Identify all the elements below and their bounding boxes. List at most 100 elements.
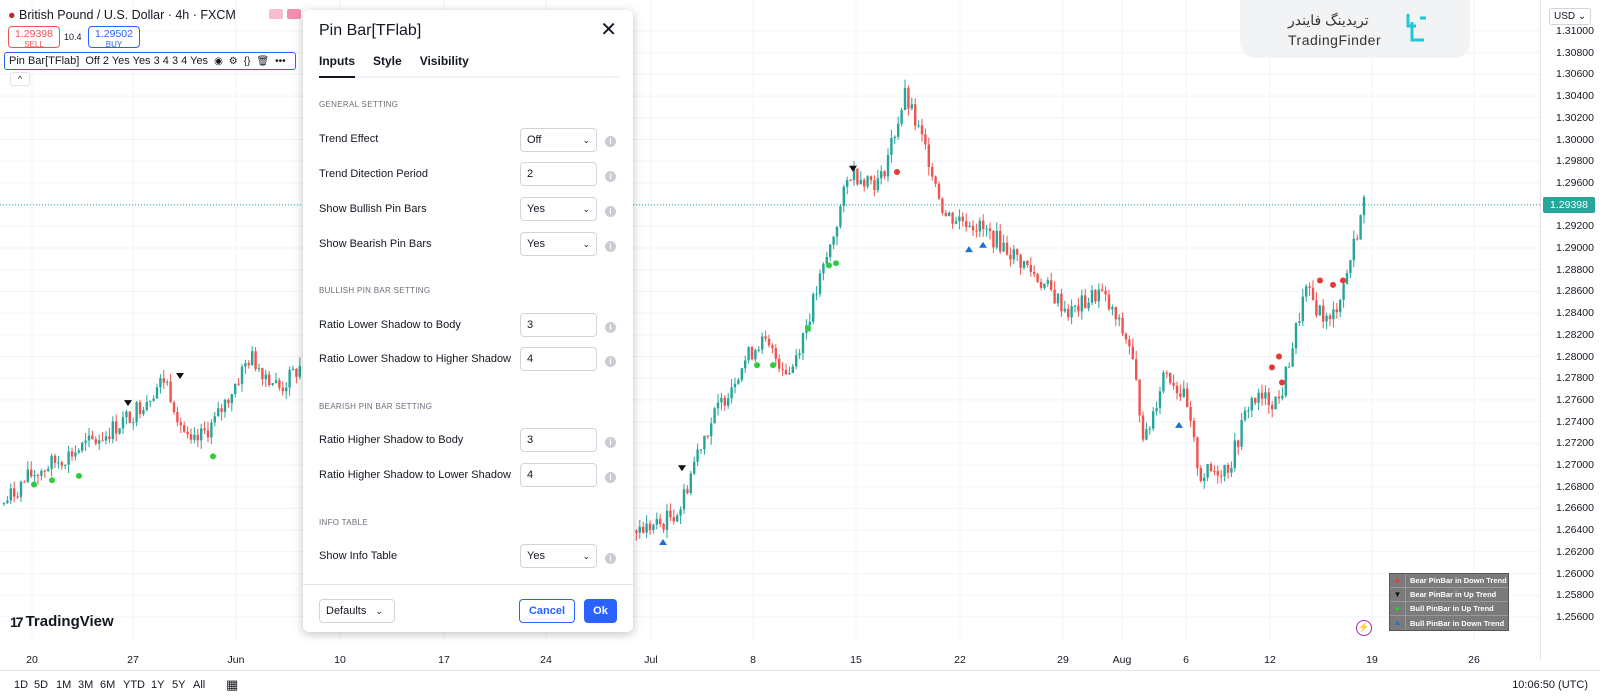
candle-body <box>737 379 740 384</box>
flag-icon: ● <box>8 8 16 22</box>
info-icon[interactable]: i <box>605 472 616 483</box>
info-icon[interactable]: i <box>605 356 616 367</box>
candle-body <box>689 473 692 494</box>
candle-body <box>285 387 288 392</box>
candle-body <box>907 87 910 109</box>
lightning-icon[interactable]: ⚡ <box>1356 620 1372 636</box>
candle-body <box>1226 464 1230 473</box>
candle-body <box>1080 295 1083 312</box>
tab-inputs[interactable]: Inputs <box>319 54 355 78</box>
sell-button[interactable]: 1.29398 SELL <box>8 26 60 49</box>
delete-icon[interactable]: 🗑 <box>256 55 270 67</box>
dialog-footer: Defaults ⌄ Cancel Ok <box>303 584 633 632</box>
trend-period-input[interactable]: 2 <box>520 162 597 186</box>
close-icon[interactable]: ✕ <box>600 19 617 41</box>
info-icon[interactable]: i <box>605 241 616 252</box>
candle-body <box>1196 437 1199 469</box>
candle-body <box>1175 385 1179 394</box>
time-axis[interactable]: 20 27 Jun 10 17 24 Jul 8 15 22 29 Aug 6 12 19 26 <box>0 652 1540 670</box>
candle-body <box>23 481 26 483</box>
tab-visibility[interactable]: Visibility <box>419 54 469 68</box>
show-bearish-select[interactable]: Yes ⌄ <box>520 232 597 256</box>
price-axis-label: 1.30200 <box>1556 111 1594 124</box>
indicator-legend-row[interactable]: Pin Bar[TFlab] Off 2 Yes Yes 3 4 3 4 Yes… <box>4 52 296 70</box>
info-icon[interactable]: i <box>605 136 616 147</box>
info-icon[interactable]: i <box>605 171 616 182</box>
clock[interactable]: 10:06:50 (UTC) <box>1512 679 1588 691</box>
range-button[interactable]: 6M <box>100 679 116 691</box>
candle-body <box>852 168 856 181</box>
chart-area[interactable] <box>0 0 1540 660</box>
info-icon[interactable]: i <box>605 437 616 448</box>
buy-button[interactable]: 1.29502 BUY <box>88 26 140 49</box>
tab-style[interactable]: Style <box>373 54 402 68</box>
candle-body <box>193 434 196 440</box>
candle-body <box>764 336 767 339</box>
info-icon[interactable]: i <box>605 322 616 333</box>
cancel-button[interactable]: Cancel <box>519 599 575 623</box>
bear-pinbar-up-marker <box>849 165 857 172</box>
bull-pinbar-up-marker <box>833 260 839 267</box>
info-icon[interactable]: i <box>605 206 616 217</box>
ratio-higher-body-input[interactable]: 3 <box>520 428 597 452</box>
candle-body <box>50 455 53 469</box>
range-button[interactable]: 3M <box>78 679 94 691</box>
bottom-toolbar: ▦ 10:06:50 (UTC) 1D 5D 1M 3M 6M YTD 1Y 5Y All <box>0 670 1600 700</box>
price-axis-label: 1.30400 <box>1556 90 1594 103</box>
candle-body <box>995 230 998 248</box>
candle-body <box>812 294 815 322</box>
symbol-title[interactable]: ● British Pound / U.S. Dollar · 4h · FXC… <box>8 8 323 22</box>
source-code-icon[interactable]: {} <box>243 55 251 67</box>
defaults-button[interactable]: Defaults ⌄ <box>319 599 395 623</box>
currency-select[interactable]: USD ⌄ <box>1549 8 1592 25</box>
indicator-name[interactable]: Pin Bar[TFlab] <box>9 55 80 67</box>
candle-body <box>121 417 125 429</box>
compare-icon[interactable] <box>286 9 301 19</box>
candle-body <box>941 198 944 213</box>
candlestick-chart[interactable] <box>0 0 1540 660</box>
candle-body <box>220 408 223 412</box>
ratio-lower-body-input[interactable]: 3 <box>520 313 597 337</box>
candle-body <box>295 369 298 377</box>
range-button[interactable]: All <box>193 679 206 691</box>
eye-icon[interactable]: ◉ <box>214 55 223 67</box>
candle-body <box>1053 289 1056 304</box>
candle-body <box>206 430 210 438</box>
settings-icon[interactable]: ⚙ <box>228 55 238 67</box>
info-icon[interactable]: i <box>605 553 616 564</box>
range-button[interactable]: 5Y <box>172 679 186 691</box>
show-info-select[interactable]: Yes ⌄ <box>520 544 597 568</box>
show-bullish-select[interactable]: Yes ⌄ <box>520 197 597 221</box>
range-button[interactable]: 5D <box>34 679 49 691</box>
chevron-down-icon: ⌄ <box>582 239 590 249</box>
candle-body <box>247 363 250 366</box>
range-button[interactable]: YTD <box>123 679 145 691</box>
price-axis-label: 1.25600 <box>1556 610 1594 623</box>
range-button[interactable]: 1M <box>56 679 72 691</box>
range-button[interactable]: 1Y <box>151 679 165 691</box>
candle-body <box>77 450 80 453</box>
candle-body <box>1189 406 1192 421</box>
candle-body <box>733 383 737 388</box>
candle-body <box>1247 410 1250 412</box>
symbol-name: British Pound / U.S. Dollar · 4h · FXCM <box>19 8 236 22</box>
date-range-icon[interactable]: ▦ <box>226 677 239 692</box>
trend-effect-select[interactable]: Off ⌄ <box>520 128 597 152</box>
ratio-lower-higher-input[interactable]: 4 <box>520 347 597 371</box>
tradingview-logo[interactable]: 17 TradingView <box>10 613 114 630</box>
candle-body <box>1254 397 1257 403</box>
candle-body <box>931 166 934 177</box>
legend-text: Bull PinBar in Down Trend <box>1410 618 1505 628</box>
candle-body <box>778 358 781 369</box>
price-axis-label: 1.26600 <box>1556 502 1594 515</box>
collapse-legend-button[interactable]: ^ <box>10 72 30 86</box>
ok-button[interactable]: Ok <box>584 599 617 623</box>
menu-icon[interactable] <box>269 9 284 19</box>
price-axis[interactable]: USD ⌄ 1.29398 1.31000 1.30800 1.30600 1.304… <box>1540 0 1600 660</box>
range-button[interactable]: 1D <box>14 679 29 691</box>
candle-body <box>771 345 774 349</box>
more-icon[interactable]: ••• <box>275 55 286 67</box>
candle-body <box>1063 308 1066 312</box>
ratio-higher-lower-label: Ratio Higher Shadow to Lower Shadow <box>319 469 512 481</box>
ratio-higher-lower-input[interactable]: 4 <box>520 463 597 487</box>
